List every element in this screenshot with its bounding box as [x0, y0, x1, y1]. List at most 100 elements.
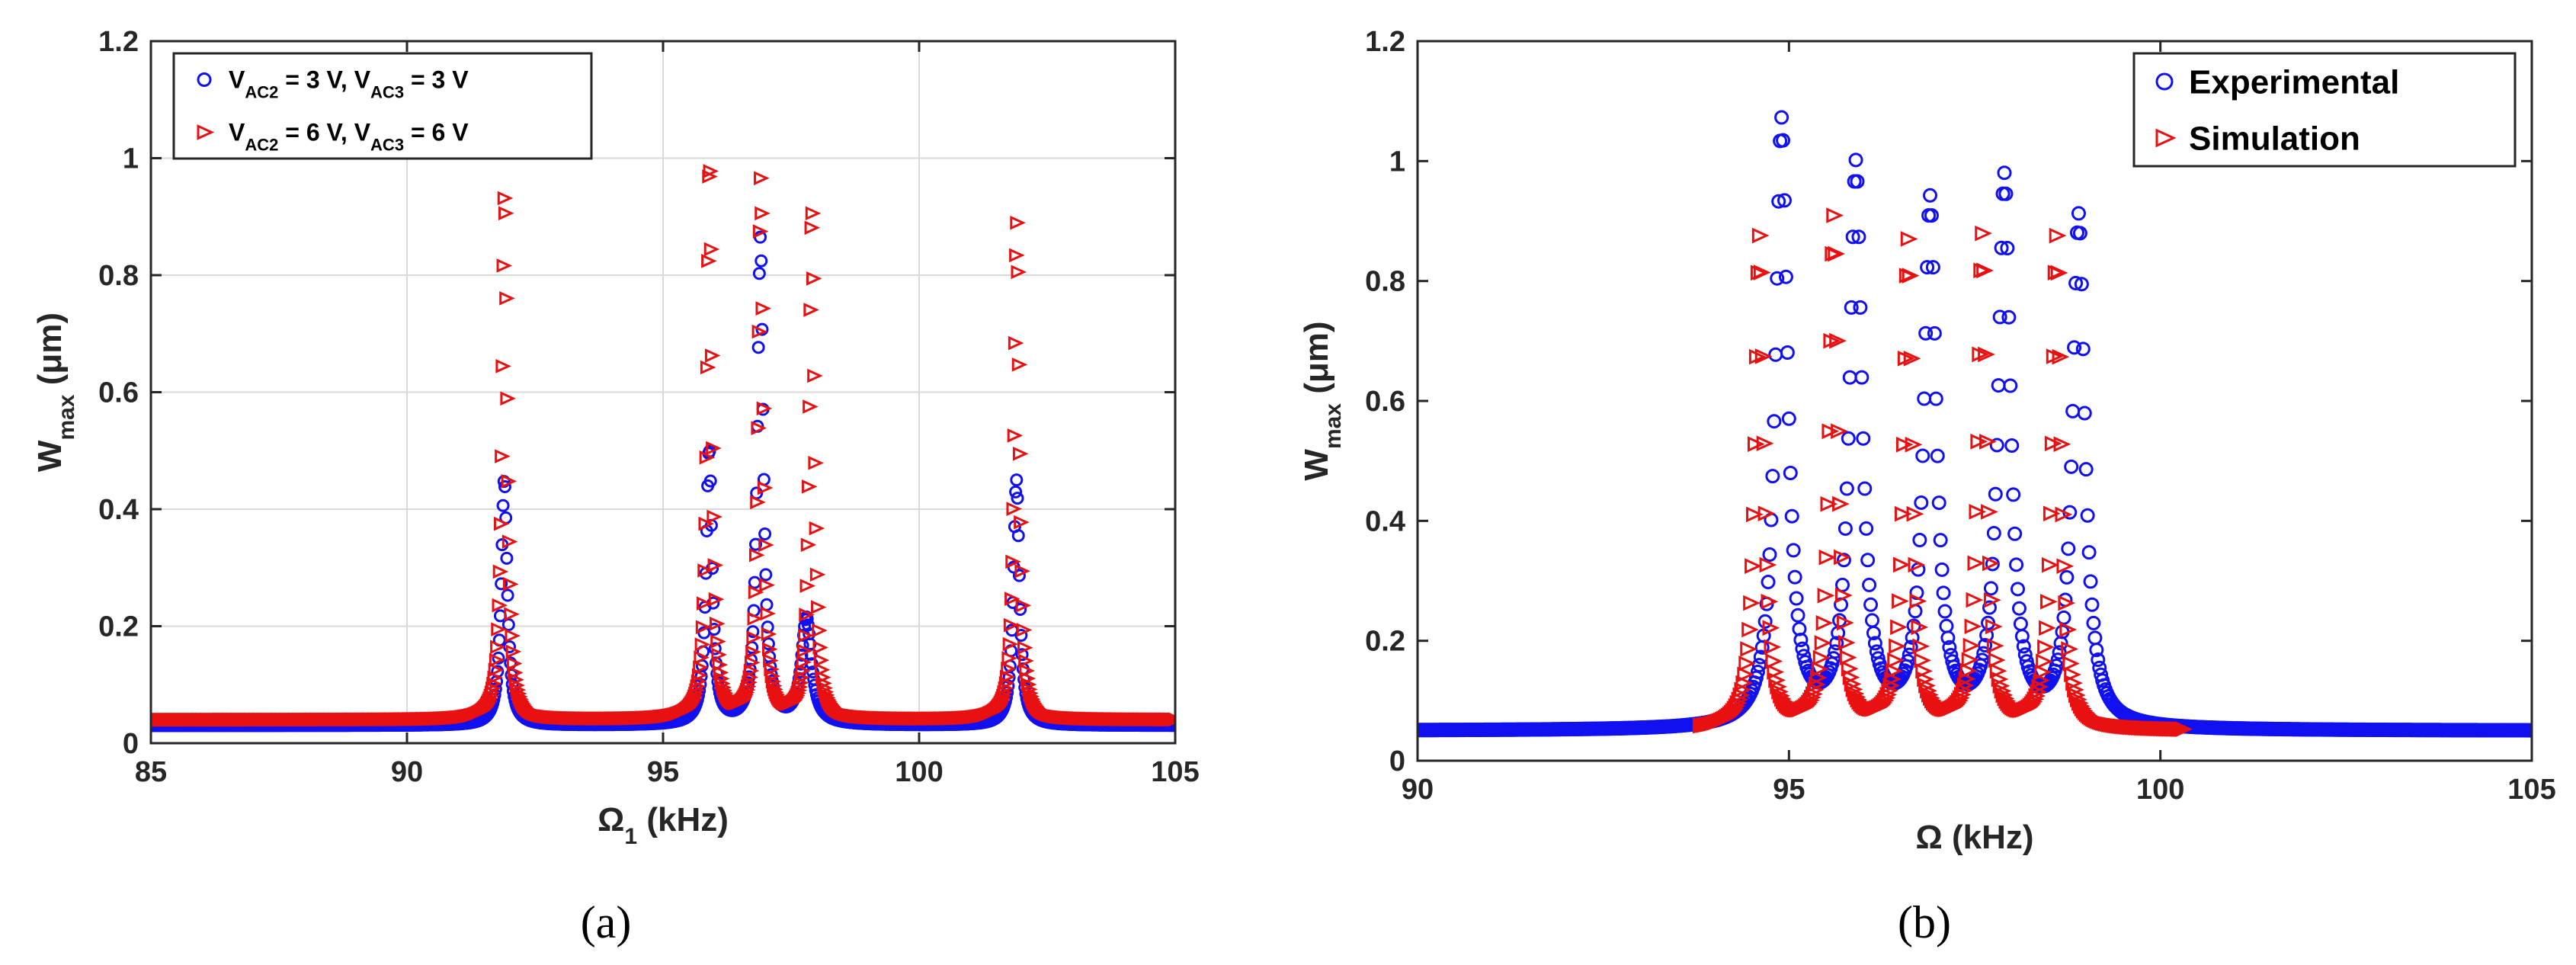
- data-point: [1923, 188, 1938, 203]
- data-point: [1895, 436, 1914, 453]
- data-point: [1743, 595, 1761, 611]
- data-point: [1011, 529, 1025, 543]
- data-point: [708, 592, 725, 607]
- data-point: [700, 360, 716, 375]
- data-point: [803, 399, 819, 414]
- data-point: [1004, 592, 1020, 606]
- legend-label-1: Simulation: [2189, 120, 2360, 157]
- data-point: [1867, 636, 1882, 651]
- y-tick-label: 0.6: [98, 377, 139, 409]
- data-point: [2089, 643, 2104, 658]
- legend-marker-1: [2155, 128, 2177, 148]
- data-point: [801, 479, 818, 494]
- data-point: [761, 627, 777, 642]
- data-point: [1817, 588, 1835, 604]
- data-point: [2075, 341, 2091, 357]
- data-point: [755, 206, 771, 221]
- data-point: [1014, 563, 1030, 579]
- x-tick-label: 90: [1402, 774, 1434, 806]
- data-point: [1936, 585, 1951, 601]
- data-point: [1738, 656, 1757, 672]
- data-point: [498, 206, 514, 221]
- data-point: [1780, 345, 1795, 361]
- data-point: [495, 359, 511, 373]
- data-point: [805, 206, 822, 221]
- legend-marker-0: [197, 72, 212, 87]
- data-point: [1905, 436, 1923, 453]
- y-tick-label: 0: [1389, 745, 1405, 777]
- data-point: [1759, 556, 1777, 573]
- data-point: [1016, 623, 1033, 637]
- y-tick-label: 1.2: [98, 26, 139, 58]
- data-point: [1969, 503, 1987, 520]
- data-point: [2010, 582, 2026, 597]
- data-point: [1998, 186, 2014, 201]
- data-point: [1781, 411, 1796, 426]
- data-point: [1001, 651, 1017, 665]
- data-point: [708, 642, 722, 656]
- data-point: [1839, 481, 1854, 496]
- y-tick-label: 0.2: [98, 611, 139, 643]
- data-point: [1001, 662, 1017, 676]
- data-point: [2040, 594, 2058, 610]
- data-point: [1790, 608, 1805, 623]
- data-point: [2056, 558, 2075, 575]
- data-point: [1747, 436, 1765, 452]
- data-point: [2050, 264, 2068, 281]
- data-point: [744, 655, 761, 670]
- data-point: [1920, 260, 1935, 275]
- y-tick-label: 0: [123, 728, 139, 760]
- x-tick-label: 100: [895, 756, 943, 788]
- data-point: [1732, 687, 1751, 704]
- data-point: [1862, 577, 1877, 592]
- y-tick-label: 1: [1389, 146, 1405, 178]
- data-point: [751, 421, 767, 435]
- y-tick-label: 0.8: [1365, 266, 1405, 298]
- data-point: [1884, 671, 1902, 688]
- data-point: [492, 651, 505, 665]
- data-point: [1992, 678, 2010, 694]
- data-point: [1757, 505, 1776, 522]
- data-point: [1786, 543, 1801, 558]
- data-point: [701, 254, 717, 268]
- data-point: [758, 537, 774, 553]
- data-point: [812, 623, 828, 638]
- data-point: [707, 623, 721, 636]
- data-point: [697, 563, 713, 578]
- data-point: [1898, 268, 1917, 284]
- data-point: [1831, 423, 1848, 440]
- data-point: [2071, 206, 2086, 221]
- data-point: [1753, 264, 1771, 281]
- data-point: [693, 660, 709, 675]
- legend: Experimental Simulation: [2132, 52, 2517, 168]
- data-point: [1989, 662, 2007, 679]
- data-point: [1795, 641, 1810, 656]
- data-point: [1981, 504, 1998, 520]
- data-point: [1767, 414, 1782, 429]
- data-point: [1985, 618, 2003, 635]
- data-point: [748, 585, 764, 600]
- data-point: [692, 668, 708, 683]
- data-point: [1982, 555, 2000, 572]
- data-point: [755, 322, 769, 336]
- data-point: [1006, 502, 1023, 516]
- data-point: [1911, 619, 1929, 636]
- data-point: [806, 271, 822, 286]
- data-point: [1762, 547, 1777, 563]
- data-point: [1793, 632, 1809, 647]
- data-point: [1776, 133, 1791, 148]
- data-point: [804, 220, 821, 236]
- data-point: [490, 640, 506, 655]
- data-point: [1900, 231, 1918, 247]
- data-point: [1811, 661, 1829, 678]
- data-point: [1914, 495, 1929, 510]
- data-point: [799, 608, 815, 622]
- data-point: [2059, 621, 2078, 638]
- y-axis-label: Wmax (μm): [31, 313, 79, 472]
- data-point: [1761, 593, 1779, 610]
- data-point: [798, 628, 814, 643]
- data-point: [1959, 662, 1978, 679]
- data-point: [496, 499, 510, 512]
- data-point: [694, 637, 711, 652]
- chart-b: 90 95 100 105 0 0.2 0.4 0.6 0.8 1 1.2 Ω (kHz) Wmax (…: [1298, 26, 2556, 856]
